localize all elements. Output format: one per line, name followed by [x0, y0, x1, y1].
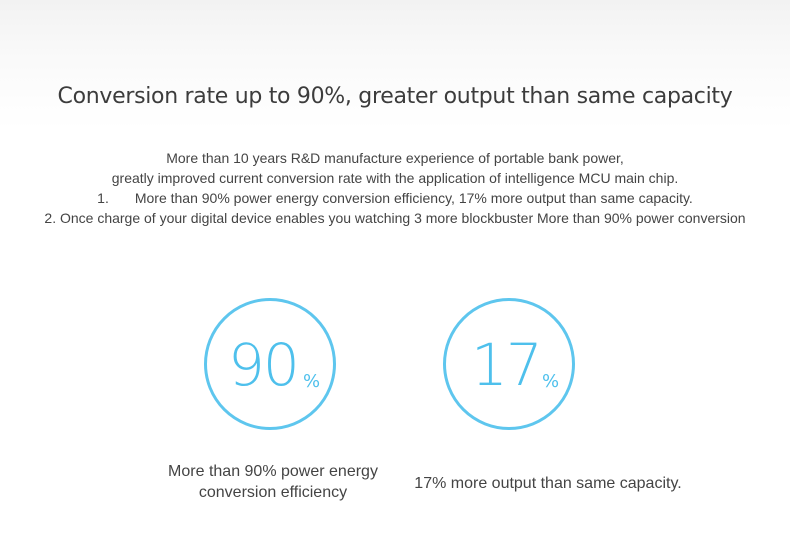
efficiency-stat-value: 90 [228, 331, 300, 399]
description-line-1: More than 10 years R&D manufacture exper… [166, 150, 624, 166]
page-headline: Conversion rate up to 90%, greater outpu… [57, 84, 733, 109]
list-item-text: More than 90% power energy conversion ef… [134, 190, 693, 206]
output-stat-value: 17 [471, 331, 543, 399]
efficiency-caption-line-2: conversion efficiency [198, 484, 348, 501]
description-line-2: greatly improved current conversion rate… [111, 170, 679, 186]
output-stat-caption: 17% more output than same capacity. [414, 475, 682, 492]
efficiency-caption-line-1: More than 90% power energy [168, 463, 378, 480]
description-list-item-2: 2. Once charge of your digital device en… [44, 210, 746, 226]
efficiency-stat-unit: % [303, 371, 321, 392]
list-item-number: 1. [97, 190, 109, 206]
output-stat-circle: 17 % [443, 298, 575, 430]
efficiency-stat-caption: More than 90% power energy conversion ef… [140, 461, 406, 503]
efficiency-stat-circle: 90 % [204, 298, 336, 430]
description-block: More than 10 years R&D manufacture exper… [0, 148, 790, 228]
description-list-item-1: 1. More than 90% power energy conversion … [0, 188, 790, 208]
output-stat-unit: % [542, 371, 560, 392]
